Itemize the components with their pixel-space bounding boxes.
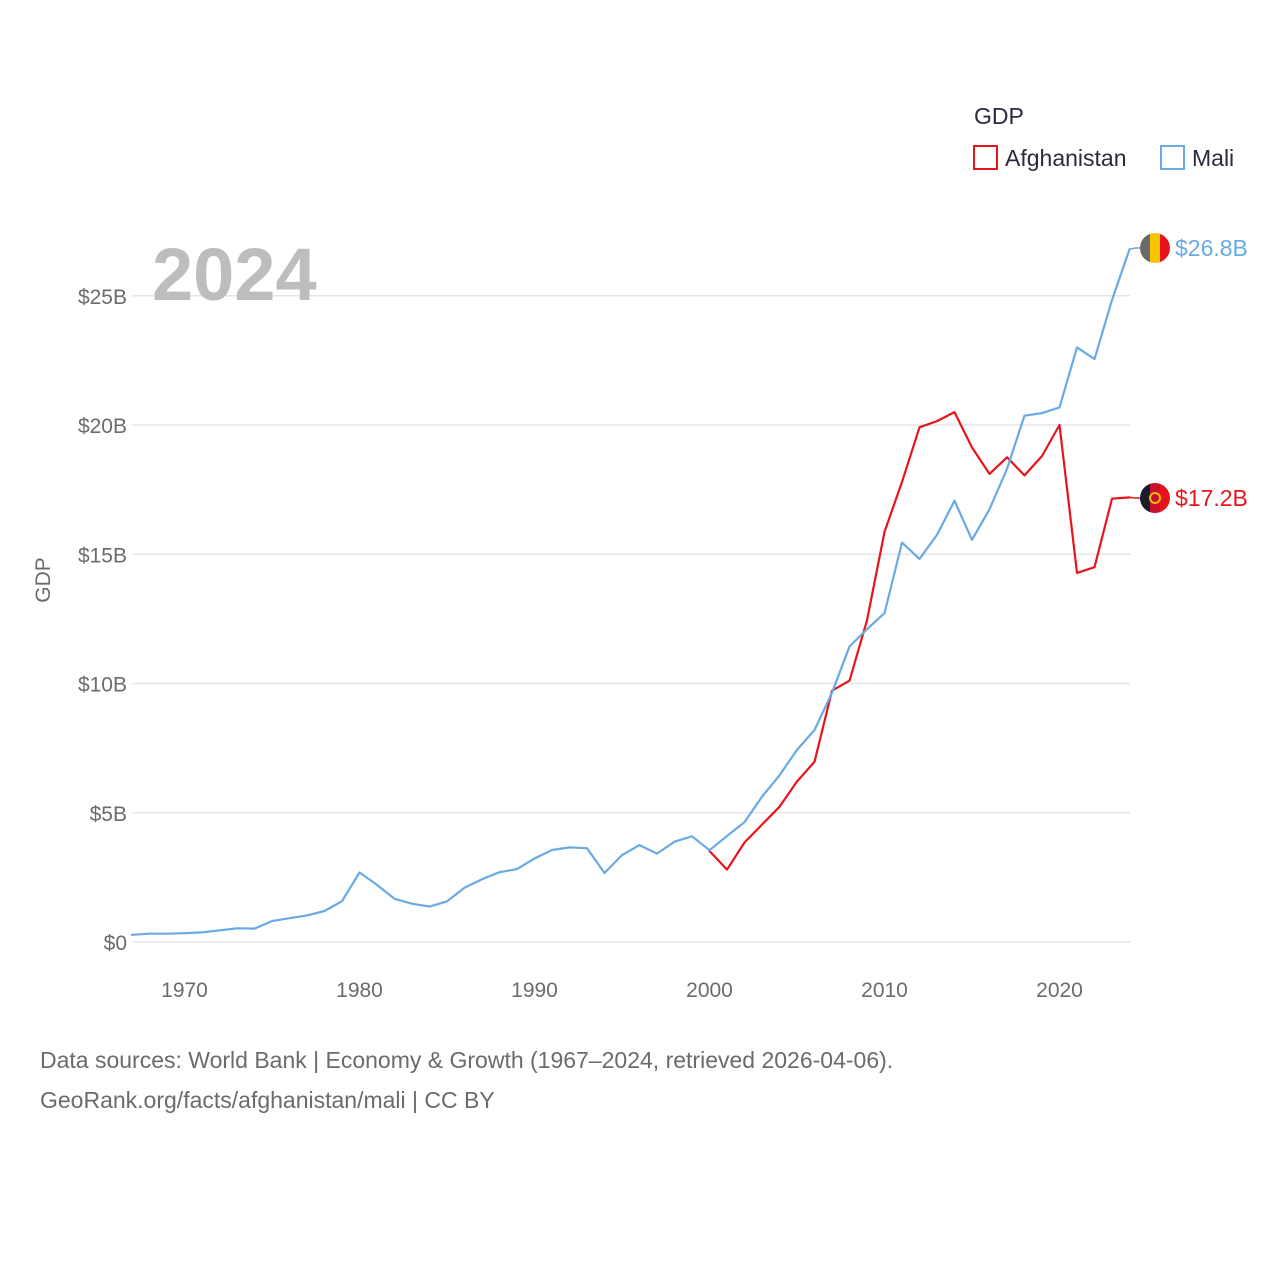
x-axis-ticks: 1970 1980 1990 2000 2010 2020: [161, 979, 1083, 1002]
legend-label-afghanistan: Afghanistan: [1005, 145, 1126, 171]
y-tick-label: $0: [104, 932, 127, 955]
y-tick-label: $20B: [78, 415, 127, 438]
year-watermark: 2024: [152, 233, 317, 316]
footer: Data sources: World Bank | Economy & Gro…: [40, 1040, 893, 1120]
x-tick-label: 2020: [1036, 979, 1083, 1002]
y-tick-label: $10B: [78, 674, 127, 697]
y-axis-title: GDP: [32, 557, 55, 603]
legend-title: GDP: [974, 103, 1024, 129]
legend-item-afghanistan[interactable]: Afghanistan: [973, 145, 1126, 171]
gdp-line-chart: $0 $5B $10B $15B $20B $25B 1970 1980 1990 2000 20…: [32, 103, 1248, 1002]
x-tick-label: 2000: [686, 979, 733, 1002]
legend-label-mali: Mali: [1192, 145, 1234, 171]
legend: GDP Afghanistan Mali: [973, 103, 1234, 171]
end-value-label-afghanistan: $17.2B: [1175, 485, 1248, 511]
y-tick-label: $25B: [78, 286, 127, 309]
legend-item-mali[interactable]: Mali: [1160, 145, 1234, 171]
end-value-label-mali: $26.8B: [1175, 235, 1248, 261]
x-tick-label: 1980: [336, 979, 383, 1002]
legend-swatch-afghanistan: [973, 145, 998, 170]
y-tick-label: $5B: [90, 803, 127, 826]
series-line-afghanistan: [708, 411, 1131, 871]
series-lines: [130, 247, 1140, 936]
data-sources-note: Data sources: World Bank | Economy & Gro…: [40, 1047, 894, 1073]
x-tick-label: 1990: [511, 979, 558, 1002]
afghanistan-flag-icon: [1140, 483, 1170, 513]
x-tick-label: 1970: [161, 979, 208, 1002]
source-link[interactable]: GeoRank.org/facts/afghanistan/mali | CC …: [40, 1087, 495, 1113]
end-label-leader-mali: [1129, 247, 1140, 250]
end-label-leader-afghanistan: [1129, 496, 1140, 499]
y-tick-label: $15B: [78, 544, 127, 567]
x-tick-label: 2010: [861, 979, 908, 1002]
series-line-mali: [130, 248, 1131, 936]
legend-swatch-mali: [1160, 145, 1185, 170]
gridlines: [132, 295, 1130, 943]
mali-flag-icon: [1140, 233, 1170, 263]
y-axis-ticks: $0 $5B $10B $15B $20B $25B: [78, 286, 127, 955]
